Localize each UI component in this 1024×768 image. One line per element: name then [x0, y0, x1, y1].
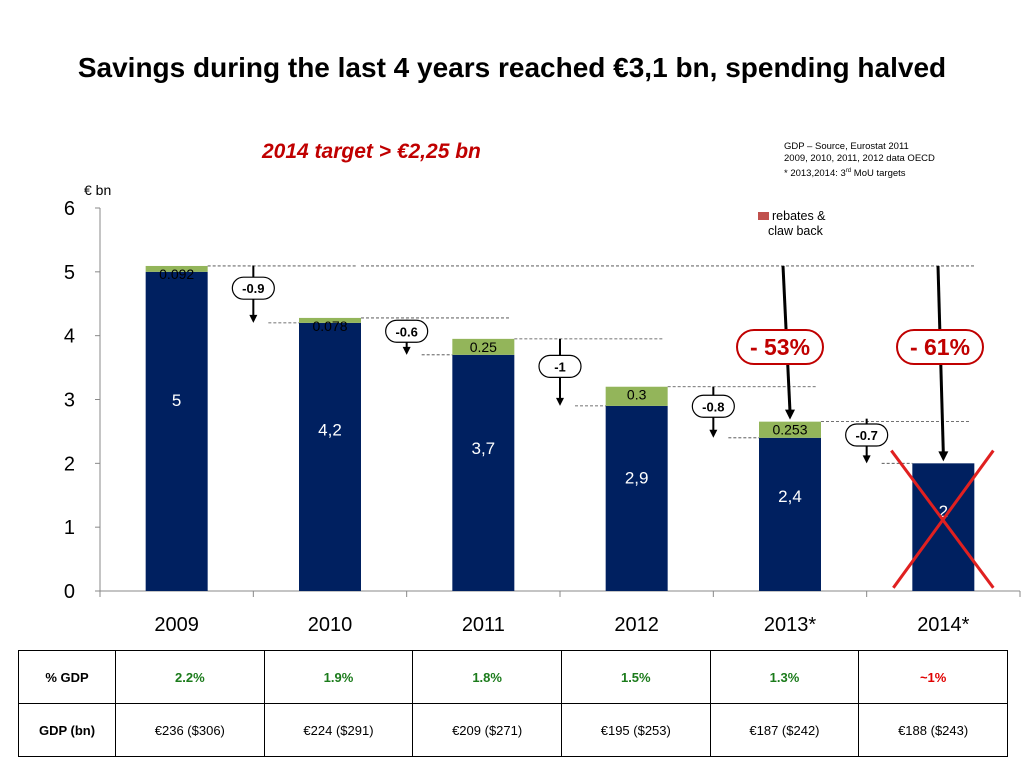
- rebates-data-label: 0.3: [627, 387, 647, 403]
- y-tick-label: 2: [64, 453, 75, 475]
- table-cell: 1.5%: [560, 650, 711, 704]
- spending-bar: [452, 354, 515, 591]
- rebates-bar: [605, 386, 668, 406]
- spending-data-label: 2,9: [625, 469, 649, 488]
- spending-data-label: 4,2: [318, 421, 342, 440]
- step-arrowhead: [862, 455, 871, 464]
- step-arrowhead: [556, 397, 564, 406]
- table-cell: 1.9%: [263, 650, 414, 704]
- y-tick-label: 3: [64, 390, 75, 412]
- reduction-label: - 61%: [910, 334, 970, 360]
- rebates-data-label: 0.25: [470, 339, 497, 355]
- table-cell: €209 ($271): [412, 703, 562, 757]
- x-tick-label: 2010: [308, 614, 353, 636]
- x-tick-label: 2011: [462, 614, 505, 636]
- step-label-bubble: [691, 394, 735, 418]
- rebates-bar: [299, 317, 361, 323]
- step-label-bubble: [845, 423, 889, 447]
- rebates-bar: [145, 265, 208, 272]
- x-tick-label: 2014*: [917, 614, 969, 636]
- reduction-arrowhead: [785, 409, 795, 420]
- table-cell: ~1%: [858, 650, 1008, 704]
- gdp-table: % GDP 2.2% 1.9% 1.8% 1.5% 1.3% ~1% GDP (…: [18, 650, 1008, 757]
- legend-label-line-2: claw back: [768, 224, 824, 238]
- step-label: -0.9: [242, 281, 264, 296]
- rebates-data-label: 0.078: [312, 318, 347, 334]
- rebates-bar: [759, 421, 821, 438]
- step-label-bubble: [231, 276, 275, 300]
- spending-bar: [912, 463, 975, 591]
- reduction-bubble: [896, 329, 984, 365]
- spending-data-label: 2: [939, 502, 948, 521]
- source-line-1: GDP – Source, Eurostat 2011: [784, 141, 909, 152]
- step-label-bubble: [385, 319, 429, 343]
- step-label-bubble: [538, 354, 582, 378]
- y-tick-label: 5: [64, 262, 75, 284]
- step-arrowhead: [402, 346, 411, 355]
- spending-bar: [145, 271, 208, 591]
- legend-label-line-1: rebates &: [772, 209, 826, 223]
- rebates-data-label: 0.253: [772, 422, 807, 438]
- table-row-pct-gdp: % GDP 2.2% 1.9% 1.8% 1.5% 1.3% ~1%: [18, 650, 1008, 704]
- source-note: GDP – Source, Eurostat 2011 2009, 2010, …: [784, 141, 935, 180]
- x-tick-label: 2012: [614, 614, 659, 636]
- spending-data-label: 3,7: [472, 439, 496, 458]
- y-tick-label: 1: [64, 517, 75, 539]
- y-tick-label: 0: [64, 581, 75, 603]
- step-arrowhead: [249, 314, 258, 323]
- table-cell: €195 ($253): [560, 703, 711, 757]
- table-cell: 1.3%: [709, 650, 860, 704]
- x-tick-label: 2009: [154, 614, 199, 636]
- cross-line: [892, 449, 995, 589]
- table-cell: €236 ($306): [115, 703, 265, 757]
- step-arrowhead: [709, 429, 718, 438]
- rebates-data-label: 0.092: [159, 266, 194, 282]
- spending-data-label: 5: [172, 391, 181, 410]
- target-subtitle: 2014 target > €2,25 bn: [262, 140, 481, 163]
- step-label: -0.6: [395, 324, 417, 339]
- page-title: Savings during the last 4 years reached …: [77, 52, 947, 83]
- source-line-3: * 2013,2014: 3rd MoU targets: [784, 168, 906, 180]
- y-tick-label: 6: [64, 198, 75, 220]
- table-cell: €188 ($243): [858, 703, 1008, 757]
- source-line-2: 2009, 2010, 2011, 2012 data OECD: [784, 153, 935, 164]
- table-cell: 1.8%: [412, 650, 562, 704]
- reduction-bubble: [736, 329, 824, 365]
- x-tick-label: 2013*: [764, 614, 816, 636]
- y-tick-label: 4: [64, 326, 75, 348]
- spending-bar: [605, 405, 668, 591]
- spending-bar: [759, 437, 821, 591]
- y-axis-label: € bn: [84, 182, 111, 198]
- step-label: -1: [554, 359, 566, 374]
- table-cell: €224 ($291): [263, 703, 414, 757]
- table-row-gdp-bn: GDP (bn) €236 ($306) €224 ($291) €209 ($…: [18, 703, 1008, 757]
- spending-bar-chart: 0 1 2 3 4 5 6 € bn 0.092 5 2009 0.078 4,2 2010 0.25 3,7…: [64, 182, 1021, 636]
- legend-swatch: [758, 212, 769, 220]
- row-label: % GDP: [18, 650, 116, 704]
- row-label: GDP (bn): [18, 703, 116, 757]
- rebates-bar: [452, 338, 515, 355]
- step-label: -0.8: [702, 399, 724, 414]
- table-cell: €187 ($242): [709, 703, 860, 757]
- reduction-label: - 53%: [750, 334, 810, 360]
- step-label: -0.7: [855, 428, 877, 443]
- spending-bar: [299, 322, 361, 591]
- table-cell: 2.2%: [115, 650, 265, 704]
- reduction-arrowhead: [938, 451, 949, 462]
- spending-data-label: 2,4: [778, 487, 802, 506]
